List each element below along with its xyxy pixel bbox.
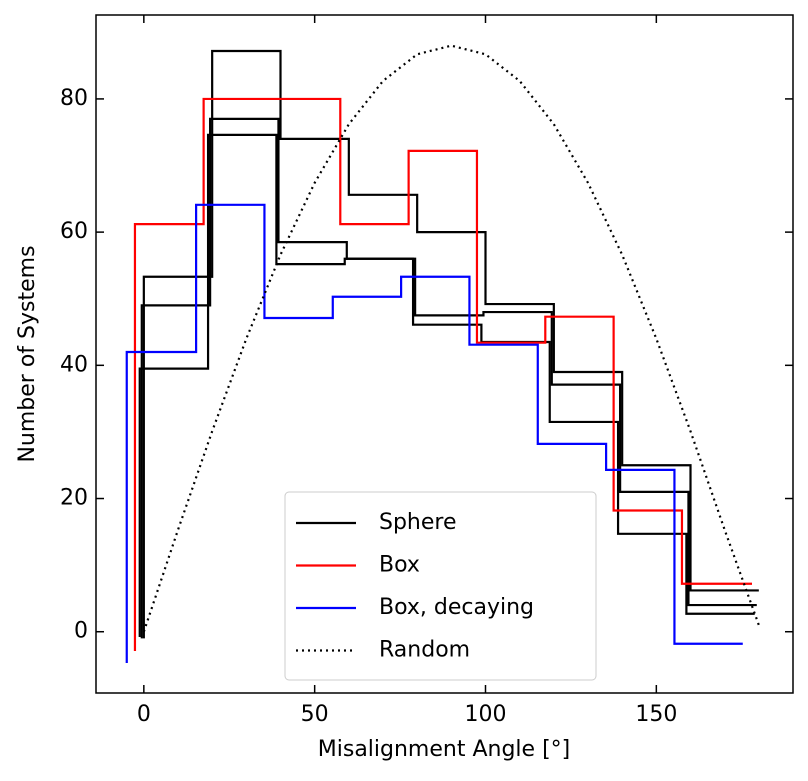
legend-box — [284, 491, 597, 681]
x-tick-label: 100 — [465, 702, 507, 727]
legend-label: Box — [379, 553, 420, 578]
data-line — [125, 203, 743, 664]
y-tick-label: 20 — [60, 486, 88, 511]
y-tick-label: 0 — [74, 619, 88, 644]
x-tick-label: 150 — [635, 702, 677, 727]
legend-label: Sphere — [379, 510, 457, 535]
x-tick-label: 0 — [137, 702, 151, 727]
y-tick-label: 80 — [60, 86, 88, 111]
plot-frame — [95, 14, 794, 694]
x-tick-label: 50 — [301, 702, 329, 727]
x-axis-label: Misalignment Angle [°] — [318, 737, 570, 762]
data-line — [142, 49, 759, 639]
legend-label: Random — [379, 638, 470, 663]
legend-label: Box, decaying — [379, 595, 534, 620]
y-tick-label: 60 — [60, 219, 88, 244]
data-line — [133, 97, 752, 652]
data-line — [140, 117, 757, 639]
y-tick-label: 40 — [60, 352, 88, 377]
y-axis-label: Number of Systems — [15, 245, 40, 462]
data-line — [138, 133, 755, 638]
